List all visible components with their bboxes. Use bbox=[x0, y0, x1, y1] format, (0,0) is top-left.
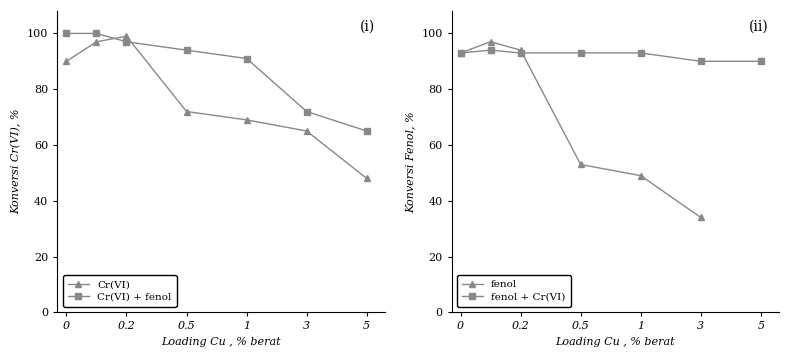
Cr(VI) + fenol bbox=[62, 31, 71, 35]
Cr(VI) bbox=[362, 176, 371, 180]
Cr(VI) bbox=[122, 34, 131, 38]
Cr(VI) + fenol bbox=[242, 56, 251, 61]
X-axis label: Loading Cu , % berat: Loading Cu , % berat bbox=[555, 337, 675, 347]
X-axis label: Loading Cu , % berat: Loading Cu , % berat bbox=[161, 337, 281, 347]
Cr(VI) + fenol bbox=[302, 109, 311, 113]
Line: Cr(VI) + fenol: Cr(VI) + fenol bbox=[63, 30, 371, 135]
fenol bbox=[456, 51, 465, 55]
Y-axis label: Konversi Cr(VI), %: Konversi Cr(VI), % bbox=[11, 109, 21, 214]
Legend: Cr(VI), Cr(VI) + fenol: Cr(VI), Cr(VI) + fenol bbox=[62, 275, 177, 307]
Cr(VI) + fenol bbox=[182, 48, 191, 52]
Cr(VI) + fenol bbox=[122, 40, 131, 44]
Cr(VI) + fenol bbox=[362, 129, 371, 133]
fenol bbox=[696, 216, 705, 220]
fenol + Cr(VI) bbox=[576, 51, 585, 55]
fenol + Cr(VI) bbox=[486, 48, 495, 52]
fenol bbox=[636, 174, 645, 178]
Cr(VI) bbox=[302, 129, 311, 133]
Cr(VI) + fenol bbox=[92, 31, 101, 35]
Cr(VI) bbox=[242, 118, 251, 122]
Text: (ii): (ii) bbox=[750, 20, 769, 34]
fenol + Cr(VI) bbox=[456, 51, 465, 55]
Line: fenol: fenol bbox=[457, 38, 704, 221]
fenol bbox=[576, 162, 585, 166]
fenol + Cr(VI) bbox=[756, 59, 766, 63]
Line: fenol + Cr(VI): fenol + Cr(VI) bbox=[457, 47, 765, 65]
Y-axis label: Konversi Fenol, %: Konversi Fenol, % bbox=[405, 111, 416, 213]
fenol bbox=[486, 40, 495, 44]
Line: Cr(VI): Cr(VI) bbox=[63, 33, 371, 182]
fenol + Cr(VI) bbox=[696, 59, 705, 63]
Cr(VI) bbox=[92, 40, 101, 44]
Legend: fenol, fenol + Cr(VI): fenol, fenol + Cr(VI) bbox=[457, 275, 570, 307]
Text: (i): (i) bbox=[359, 20, 375, 34]
fenol bbox=[516, 48, 525, 52]
fenol + Cr(VI) bbox=[636, 51, 645, 55]
Cr(VI) bbox=[182, 109, 191, 113]
fenol + Cr(VI) bbox=[516, 51, 525, 55]
Cr(VI) bbox=[62, 59, 71, 63]
